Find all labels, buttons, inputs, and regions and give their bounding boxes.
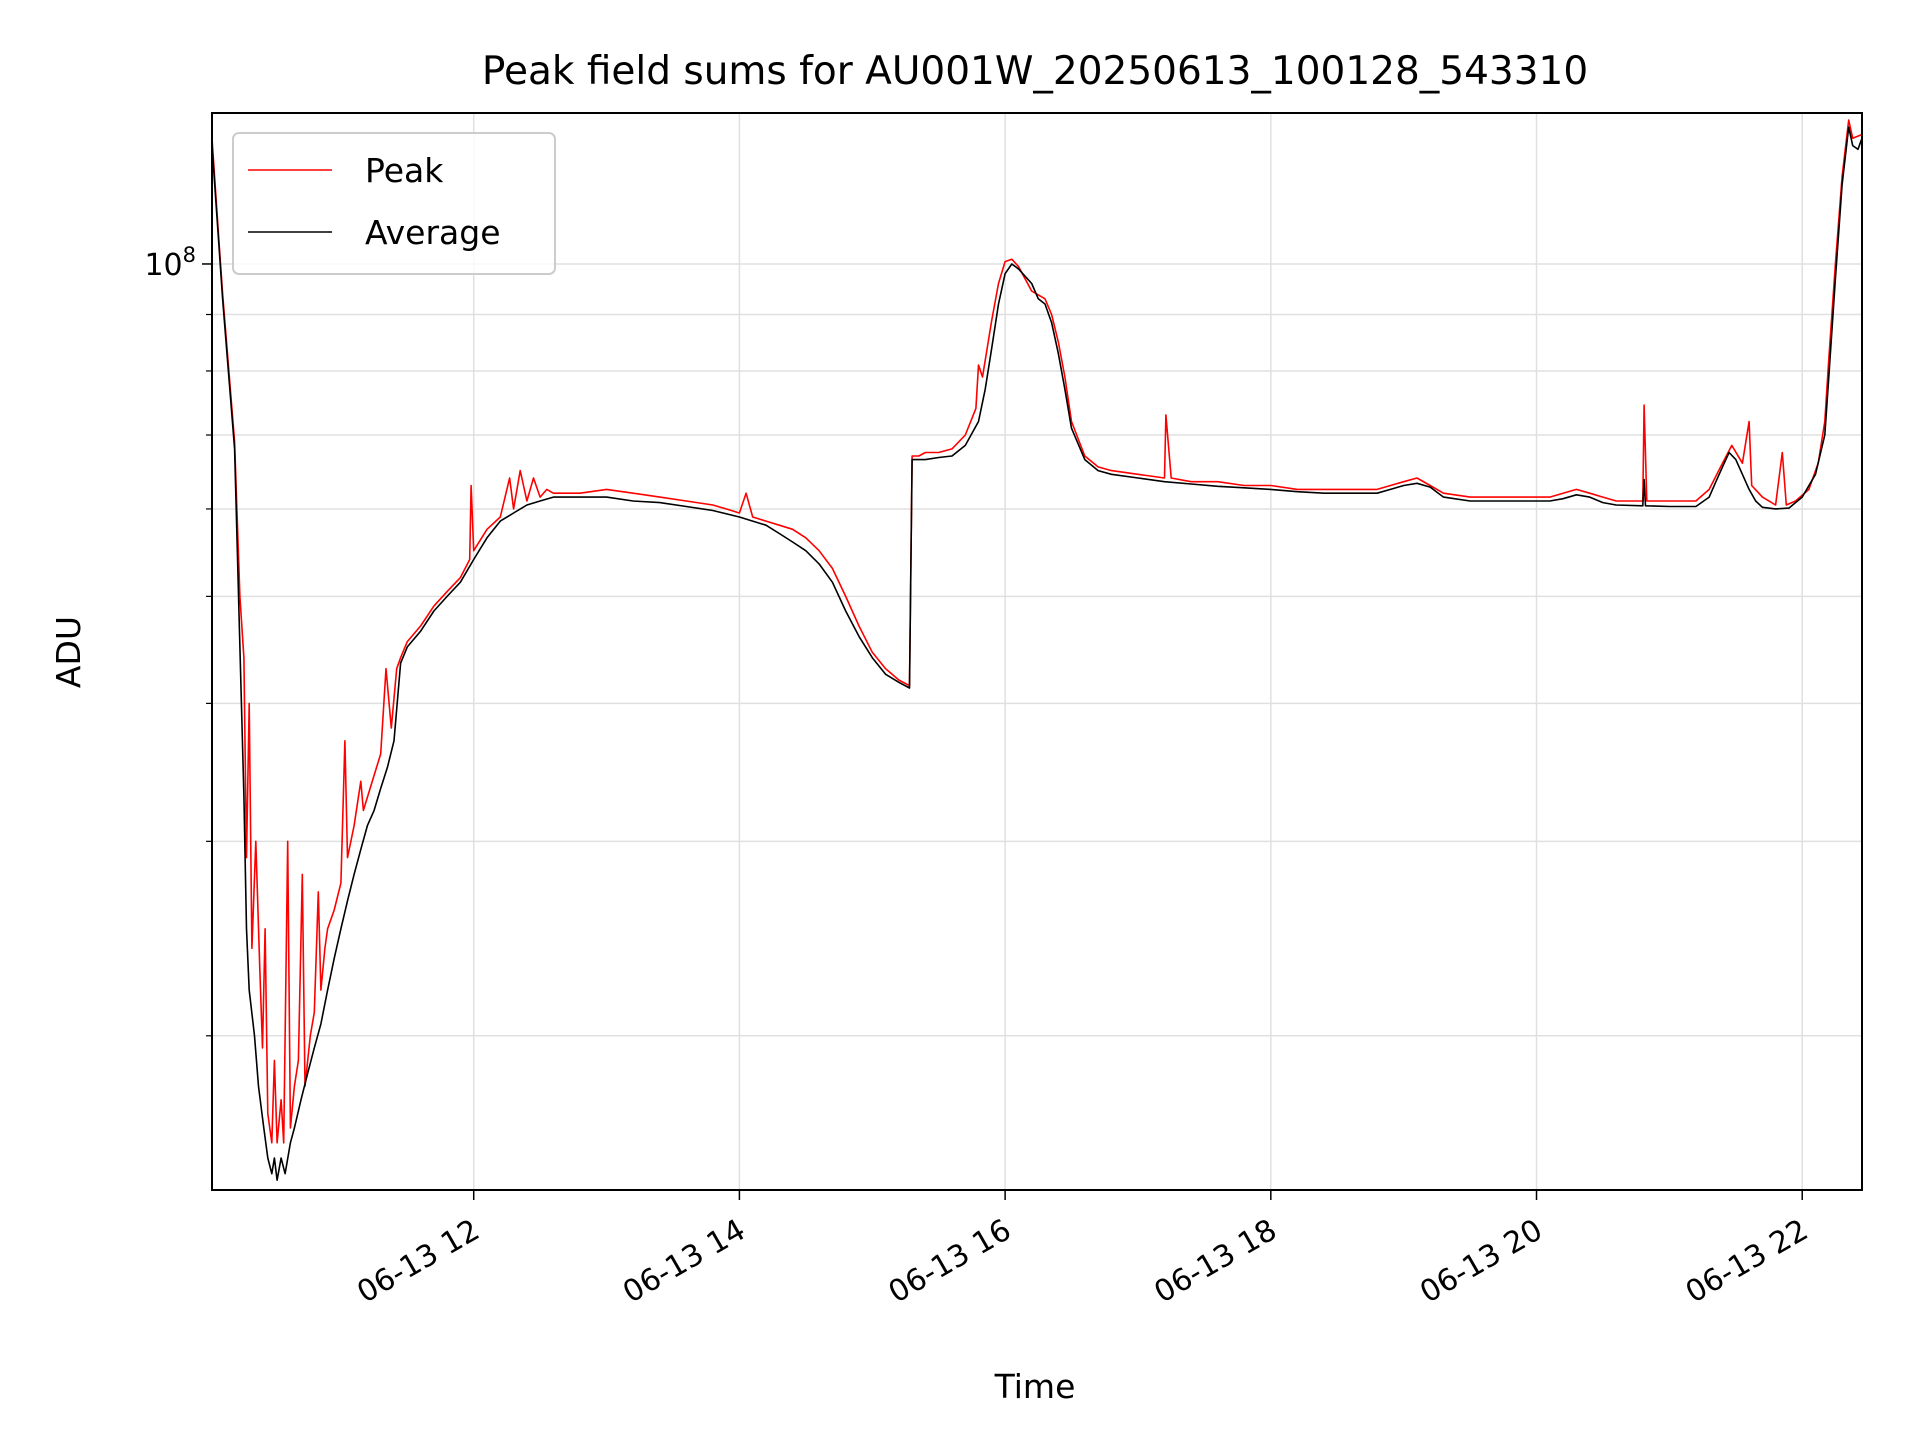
y-tick-label-base: 10 [144,248,182,283]
y-axis-label: ADU [49,616,88,688]
chart-title: Peak field sums for AU001W_20250613_1001… [482,49,1588,94]
series-line-peak [212,119,1862,1144]
plot-area-frame [211,112,1863,1191]
y-tick-label: 108 [144,243,196,283]
legend: Peak Average [232,132,556,275]
legend-label-peak: Peak [365,151,444,190]
x-axis-label: Time [994,1367,1076,1406]
legend-label-average: Average [365,213,501,252]
legend-box [232,132,556,275]
series-layer [212,119,1862,1181]
series-line-average [212,126,1862,1181]
grid-lines [212,113,1862,1190]
y-tick-label-exponent: 8 [183,243,196,267]
y-axis: 108 [144,243,212,1037]
